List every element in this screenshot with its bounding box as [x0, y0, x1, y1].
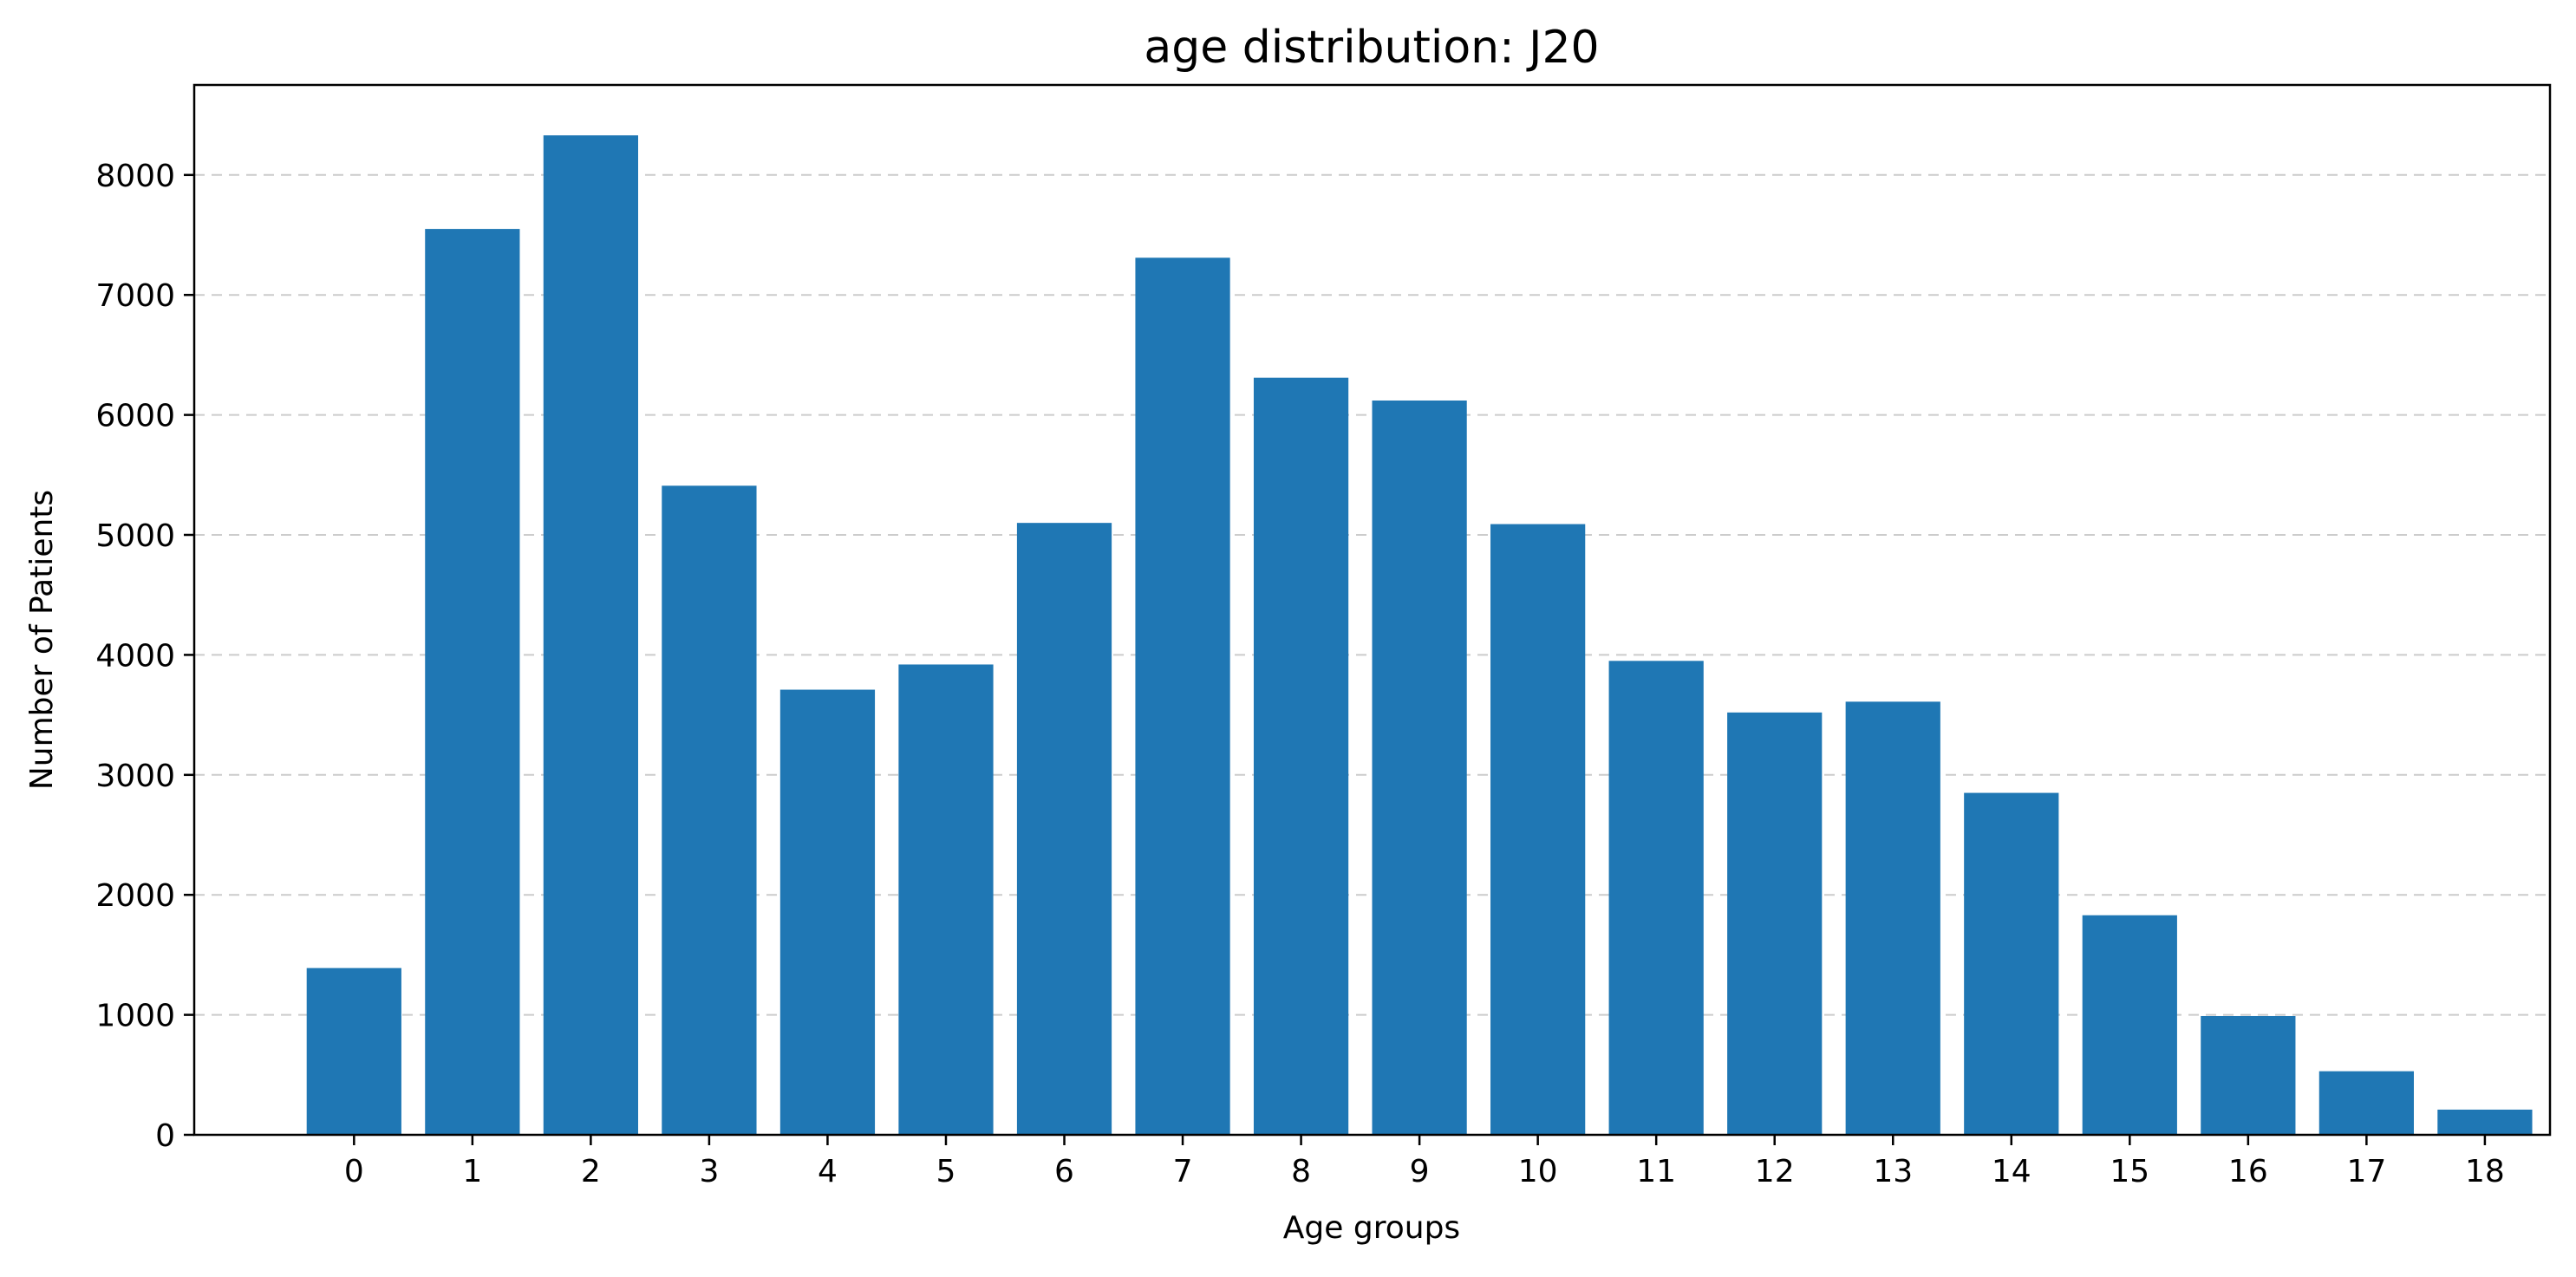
bar-age-group-3: [662, 485, 757, 1135]
bar-age-group-9: [1372, 400, 1467, 1135]
y-tick-label: 3000: [95, 759, 175, 794]
y-tick-label: 4000: [95, 638, 175, 674]
y-tick-label: 7000: [95, 278, 175, 314]
x-tick-label: 4: [818, 1154, 838, 1189]
x-tick-label: 0: [344, 1154, 364, 1189]
bars: [306, 135, 2533, 1136]
x-tick-label: 9: [1410, 1154, 1430, 1189]
bar-age-group-13: [1845, 701, 1940, 1135]
bar-age-group-17: [2318, 1071, 2414, 1135]
bar-age-group-18: [2437, 1109, 2533, 1135]
x-tick-label: 16: [2228, 1154, 2268, 1189]
y-axis-ticks: 0 1000 2000 3000 4000 5000 6000 7000 8000: [95, 159, 194, 1154]
bar-age-group-16: [2201, 1015, 2296, 1135]
bar-age-group-5: [898, 664, 994, 1135]
x-tick-label: 8: [1291, 1154, 1311, 1189]
y-axis-label: Number of Patients: [24, 490, 60, 790]
y-tick-label: 1000: [95, 999, 175, 1034]
bar-age-group-8: [1253, 377, 1349, 1135]
x-axis-label: Age groups: [1283, 1210, 1460, 1246]
bar-age-group-11: [1608, 661, 1704, 1135]
y-tick-label: 2000: [95, 878, 175, 914]
bar-age-group-14: [1964, 792, 2059, 1135]
x-tick-label: 12: [1755, 1154, 1795, 1189]
x-tick-label: 17: [2346, 1154, 2386, 1189]
x-tick-label: 1: [462, 1154, 482, 1189]
bar-age-group-15: [2082, 915, 2177, 1135]
bar-age-group-10: [1490, 524, 1586, 1135]
y-tick-label: 8000: [95, 159, 175, 194]
y-tick-label: 5000: [95, 518, 175, 554]
axes-frame: [192, 83, 2552, 1137]
x-tick-label: 18: [2465, 1154, 2505, 1189]
x-tick-label: 11: [1636, 1154, 1676, 1189]
bar-age-group-4: [779, 689, 876, 1135]
x-tick-label: 13: [1873, 1154, 1913, 1189]
y-tick-label: 0: [155, 1118, 175, 1154]
x-tick-label: 7: [1173, 1154, 1193, 1189]
x-tick-label: 15: [2110, 1154, 2149, 1189]
x-tick-label: 3: [699, 1154, 719, 1189]
x-tick-label: 10: [1518, 1154, 1558, 1189]
bar-age-group-2: [543, 135, 638, 1135]
x-tick-label: 2: [581, 1154, 601, 1189]
x-tick-label: 5: [936, 1154, 956, 1189]
x-tick-label: 14: [1992, 1154, 2031, 1189]
bar-age-group-12: [1727, 712, 1823, 1135]
y-tick-label: 6000: [95, 399, 175, 434]
x-axis-ticks: 0 1 2 3 4 5 6 7 8 9 10 11 12 13 14 15 16 17 18: [344, 1135, 2505, 1189]
bar-age-group-0: [306, 968, 401, 1135]
bar-age-group-7: [1135, 257, 1230, 1135]
bar-age-group-6: [1016, 523, 1112, 1135]
chart-title: age distribution: J20: [1144, 22, 1599, 74]
x-tick-label: 6: [1054, 1154, 1074, 1189]
bar-age-group-1: [425, 229, 520, 1136]
